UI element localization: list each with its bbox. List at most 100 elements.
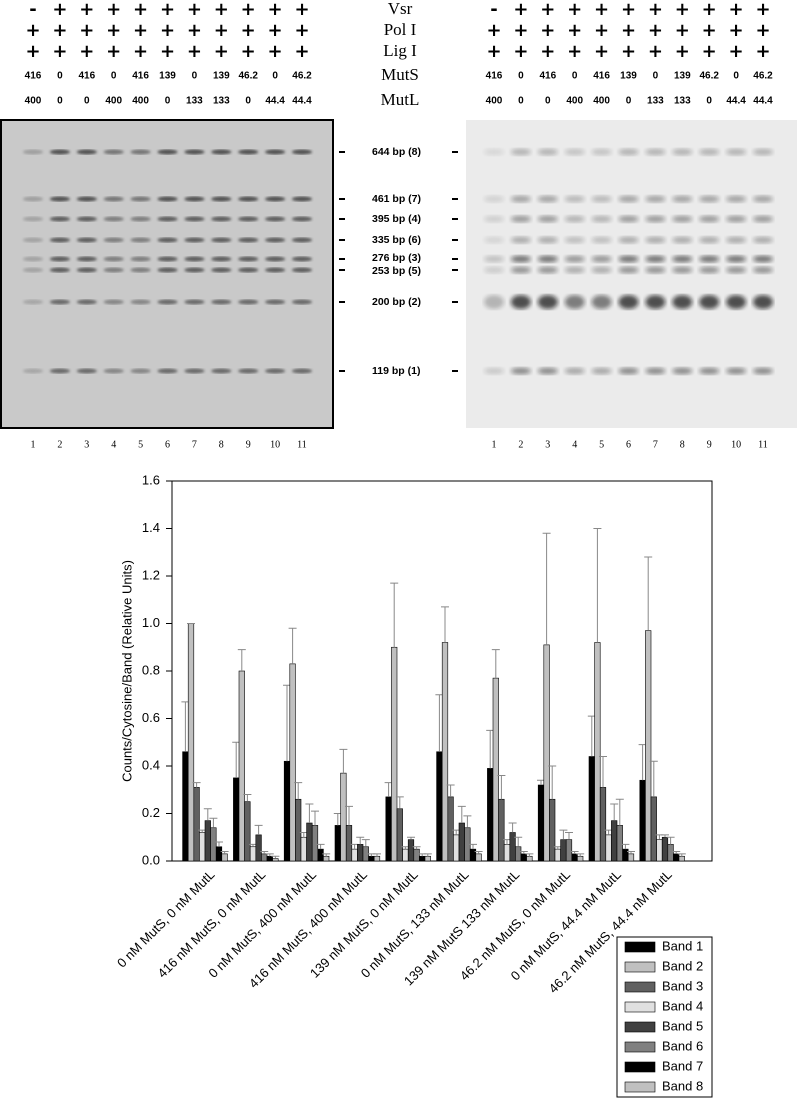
gel-band	[184, 267, 205, 273]
header-cell: +	[294, 41, 309, 62]
gel-band	[537, 236, 558, 244]
gel-band	[753, 367, 773, 375]
gel-band	[645, 236, 666, 244]
header-cell: 0	[57, 71, 63, 82]
bar	[571, 853, 578, 862]
bar	[413, 848, 420, 862]
header-cell: +	[729, 20, 744, 41]
gel-band	[591, 215, 612, 223]
error-bar	[570, 851, 579, 854]
gel-band	[103, 299, 124, 305]
bar	[210, 827, 217, 862]
lane-number: 11	[297, 439, 307, 450]
gel-band	[672, 255, 693, 263]
bar	[272, 858, 279, 862]
band-label: 644 bp (8)	[372, 146, 421, 158]
gel-band	[699, 236, 720, 244]
gel-band	[564, 255, 585, 263]
bar	[498, 798, 505, 862]
header-cell: +	[133, 0, 148, 20]
y-tick-label: 1.0	[142, 615, 160, 630]
gel-band	[564, 367, 585, 375]
gel-band	[537, 295, 558, 309]
header-cell: 0	[245, 96, 251, 107]
gel-band	[537, 148, 558, 156]
header-cell: +	[567, 20, 582, 41]
lane-number: 2	[57, 439, 62, 450]
gel-band	[726, 255, 747, 263]
gel-band	[618, 215, 639, 223]
header-cell: 0	[653, 71, 659, 82]
error-bar	[243, 794, 252, 802]
gel-band	[76, 368, 97, 374]
header-cell: +	[486, 20, 501, 41]
gel-band	[699, 295, 720, 309]
row-label: MutS	[381, 65, 419, 84]
gel-band	[49, 237, 70, 243]
gel-band	[265, 149, 286, 155]
header-cell: +	[621, 20, 636, 41]
bar	[577, 855, 584, 862]
error-bar	[463, 815, 472, 828]
gel-band	[564, 215, 585, 223]
gel-band	[49, 256, 70, 262]
gel-band	[672, 367, 693, 375]
bar	[345, 825, 353, 862]
gel-band	[564, 148, 585, 156]
gel-band	[753, 195, 773, 203]
lane-number: 9	[707, 439, 712, 450]
gel-band	[265, 256, 286, 262]
error-bar	[519, 851, 528, 854]
bar	[554, 848, 561, 862]
gel-band	[211, 216, 232, 222]
gel-band	[49, 196, 70, 202]
error-bar	[615, 798, 624, 826]
gel-band	[265, 196, 286, 202]
gel-band	[726, 236, 747, 244]
y-tick-label: 0.2	[142, 805, 160, 820]
gel-left	[0, 119, 334, 429]
error-bar	[373, 853, 381, 857]
gel-band	[130, 149, 151, 155]
error-bar	[474, 851, 483, 854]
error-bar	[508, 822, 517, 833]
header-cell: +	[241, 20, 256, 41]
gel-band	[103, 216, 124, 222]
header-cell: 44.4	[726, 96, 746, 107]
header-cell: 416	[132, 71, 149, 82]
bar	[249, 846, 257, 862]
gel-band	[238, 368, 259, 374]
bar	[199, 832, 206, 862]
gel-band	[23, 299, 43, 305]
gel-band	[130, 216, 151, 222]
lane-number: 5	[138, 439, 143, 450]
gel-band	[292, 299, 312, 305]
gel-band	[211, 256, 232, 262]
gel-band	[484, 148, 504, 156]
error-bar	[356, 836, 365, 845]
gel-band	[238, 256, 259, 262]
bar	[441, 642, 449, 862]
bar	[385, 796, 392, 862]
gel-band	[103, 149, 124, 155]
bar	[447, 796, 454, 862]
error-bar	[209, 817, 218, 828]
gel-band	[510, 195, 531, 203]
gel-band	[618, 266, 639, 274]
gel-band	[130, 256, 151, 262]
gel-band	[265, 216, 286, 222]
header-cell: +	[268, 20, 283, 41]
bar	[678, 855, 685, 862]
error-bar	[203, 808, 212, 821]
error-bar	[644, 556, 653, 631]
bar	[667, 844, 674, 862]
error-bar	[390, 582, 399, 648]
header-cell: 44.4	[265, 96, 285, 107]
gel-band	[103, 267, 124, 273]
bar	[306, 822, 313, 862]
x-tick-label: 0 nM MutS, 0 nM MutL	[114, 867, 218, 971]
bar	[549, 798, 556, 862]
bar	[424, 855, 431, 862]
band-label: 200 bp (2)	[372, 296, 421, 308]
